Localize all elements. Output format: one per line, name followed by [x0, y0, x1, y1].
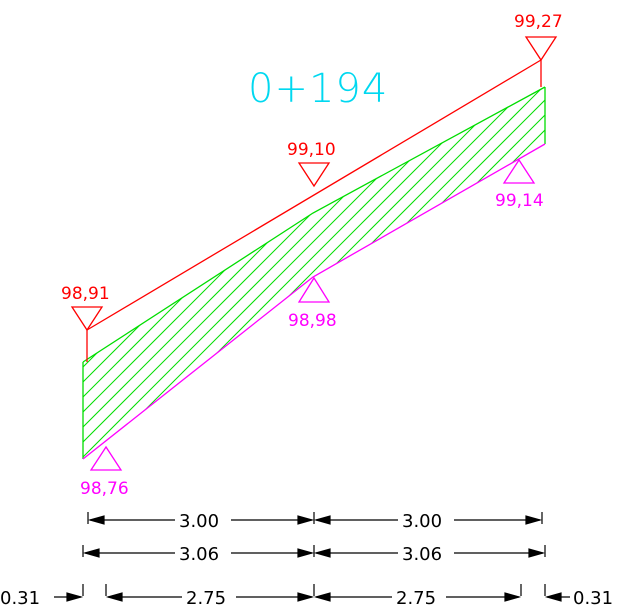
dimension-label: 3.06 — [402, 544, 442, 565]
hatch-line — [484, 87, 545, 459]
dimension-row-3 — [54, 584, 570, 602]
arrow-right-icon — [525, 515, 543, 525]
arrow-right-icon — [504, 592, 522, 602]
hatch-line — [83, 87, 526, 459]
design-elevation-middle: 99,10 — [287, 140, 336, 160]
hatch-line — [544, 87, 545, 459]
arrow-right-icon — [297, 548, 315, 558]
arrow-right-icon — [528, 548, 546, 558]
hatch-line — [499, 87, 545, 459]
arrow-left-icon — [105, 592, 123, 602]
dimension-label: 2.75 — [186, 588, 226, 609]
hatch-line — [83, 87, 271, 459]
hatch-line — [83, 87, 136, 459]
dimension-label: 0.31 — [573, 588, 613, 609]
design-elevation-left: 98,91 — [61, 284, 110, 304]
hatch-line — [83, 87, 106, 459]
hatch-line — [379, 87, 545, 459]
hatch-line — [529, 87, 545, 459]
dimension-label: 2.75 — [396, 588, 436, 609]
arrow-left-icon — [313, 548, 331, 558]
hatch-line — [83, 87, 181, 459]
arrow-left-icon — [544, 592, 562, 602]
arrow-right-icon — [66, 592, 84, 602]
hatch-line — [439, 87, 545, 459]
ground-marker-right: 99,14 — [495, 158, 544, 211]
hatch-line — [409, 87, 545, 459]
hatch-line — [83, 87, 286, 459]
hatch-line — [83, 87, 256, 459]
ground-triangle-icon — [297, 276, 331, 303]
hatch-line — [83, 87, 91, 459]
layer-top-line — [82, 86, 546, 363]
arrow-right-icon — [297, 515, 315, 525]
hatch-line — [590, 0, 619, 520]
dimension-row-1 — [87, 512, 543, 525]
arrow-left-icon — [313, 592, 331, 602]
ground-elevation-middle: 98,98 — [288, 311, 337, 331]
hatch-line — [0, 0, 75, 520]
arrow-left-icon — [313, 515, 331, 525]
hatch-line — [364, 87, 545, 459]
dimension-row-2 — [82, 545, 546, 558]
dimension-label: 3.06 — [179, 544, 219, 565]
hatch-line — [394, 87, 545, 459]
ground-elevation-right: 99,14 — [495, 191, 544, 211]
hatch-line — [514, 87, 545, 459]
hatch-line — [83, 87, 151, 459]
design-marker-left: 98,91 — [61, 284, 110, 332]
design-triangle-icon — [297, 162, 331, 188]
hatch-line — [575, 0, 619, 520]
arrow-left-icon — [87, 515, 105, 525]
arrow-left-icon — [82, 548, 100, 558]
hatch-line — [83, 87, 466, 459]
arrow-right-icon — [297, 592, 315, 602]
ground-marker-middle: 98,98 — [288, 276, 337, 331]
hatch-line — [605, 0, 619, 520]
design-line — [86, 59, 542, 331]
ground-line — [82, 143, 546, 460]
hatch-line — [83, 87, 226, 459]
hatch-line — [0, 0, 60, 520]
hatch-line — [83, 87, 121, 459]
design-marker-middle: 99,10 — [287, 140, 336, 188]
hatch-line — [454, 87, 545, 459]
ground-triangle-icon — [502, 158, 536, 184]
dimension-label: 0.31 — [0, 588, 40, 609]
ground-marker-left: 98,76 — [80, 445, 129, 499]
ground-elevation-left: 98,76 — [80, 479, 129, 499]
hatch-line — [349, 87, 545, 459]
hatch-line — [560, 0, 619, 520]
station-label: 0+194 — [248, 66, 388, 112]
design-marker-right: 99,27 — [514, 12, 563, 62]
design-triangle-icon — [70, 306, 104, 332]
design-elevation-right: 99,27 — [514, 12, 563, 32]
hatch-line — [424, 87, 545, 459]
ground-triangle-icon — [89, 445, 123, 471]
hatch-line — [469, 87, 545, 459]
hatch-line — [83, 87, 511, 459]
hatch-line — [169, 87, 545, 459]
dimension-label: 3.00 — [402, 511, 442, 532]
design-line-group — [86, 59, 542, 362]
hatch-line — [83, 87, 541, 459]
design-triangle-icon — [524, 36, 558, 62]
dimension-label: 3.00 — [179, 511, 219, 532]
